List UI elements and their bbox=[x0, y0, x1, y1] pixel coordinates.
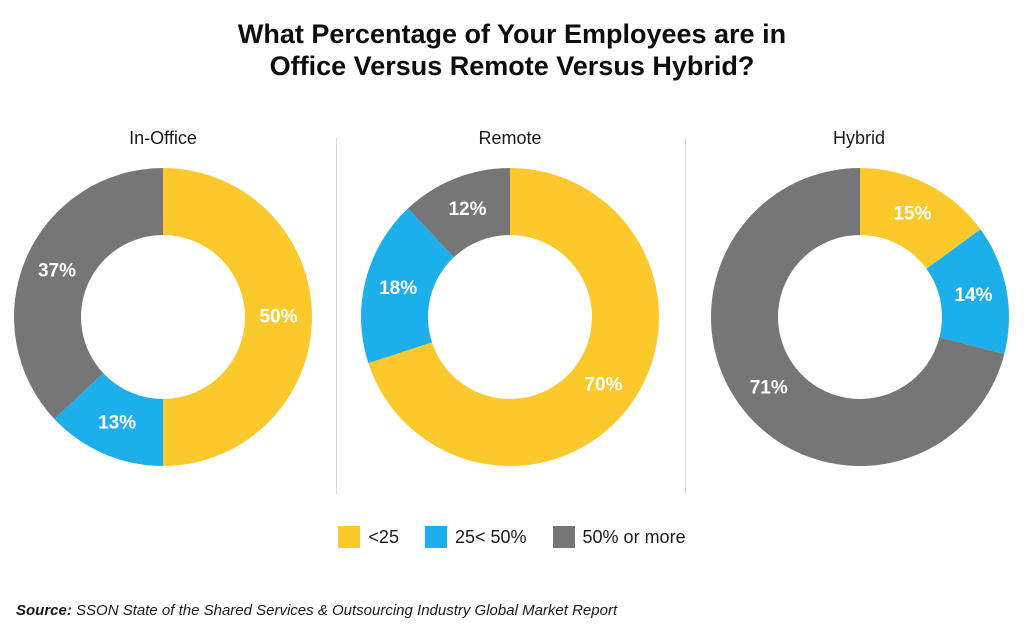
source-text: SSON State of the Shared Services & Outs… bbox=[71, 602, 618, 619]
donut-remote-label-50-plus: 12% bbox=[448, 199, 486, 220]
donut-remote-slice-50-plus bbox=[408, 168, 510, 258]
donut-in-office-label-25-50: 13% bbox=[98, 413, 136, 434]
source-note: Source: SSON State of the Shared Service… bbox=[16, 602, 617, 619]
divider-2 bbox=[685, 138, 686, 494]
chart-label-hybrid: Hybrid bbox=[832, 128, 885, 148]
legend: <25 25< 50% 50% or more bbox=[0, 526, 1024, 548]
donut-remote-label-lt25: 70% bbox=[584, 374, 622, 395]
chart-label-in-office: In-Office bbox=[129, 128, 197, 148]
chart-label-remote: Remote bbox=[478, 128, 542, 148]
donut-hybrid-slice-25-50 bbox=[926, 229, 1009, 355]
legend-swatch-lt25 bbox=[338, 526, 361, 548]
donut-remote-slice-25-50 bbox=[360, 208, 454, 364]
source-prefix: Source: bbox=[16, 602, 72, 619]
legend-item-lt25: <25 bbox=[338, 526, 399, 548]
legend-label-lt25: <25 bbox=[368, 526, 399, 547]
legend-swatch-25-50 bbox=[424, 526, 447, 548]
donut-in-office-slice-lt25 bbox=[163, 168, 312, 466]
chart-title-line-1: What Percentage of Your Employees are in bbox=[237, 19, 787, 49]
divider-1 bbox=[336, 138, 337, 494]
legend-item-50-plus: 50% or more bbox=[552, 526, 686, 548]
donut-in-office-label-lt25: 50% bbox=[259, 307, 297, 328]
legend-swatch-50-plus bbox=[552, 526, 575, 548]
legend-label-25-50: 25< 50% bbox=[454, 526, 527, 547]
donut-in-office-label-50-plus: 37% bbox=[38, 261, 76, 282]
chart-title-line-2: Office Versus Remote Versus Hybrid? bbox=[269, 51, 755, 81]
donut-remote-slice-lt25 bbox=[368, 168, 659, 466]
donut-hybrid-slice-lt25 bbox=[860, 168, 981, 269]
donut-in-office-slice-50-plus bbox=[13, 168, 163, 419]
chart-title: What Percentage of Your Employees are in… bbox=[0, 18, 1024, 82]
donut-hybrid-label-lt25: 15% bbox=[893, 204, 931, 225]
legend-label-50-plus: 50% or more bbox=[582, 526, 686, 547]
donut-remote-label-25-50: 18% bbox=[379, 278, 417, 299]
donut-hybrid-label-50-plus: 71% bbox=[750, 377, 788, 398]
donut-in-office-slice-25-50 bbox=[54, 373, 163, 466]
donut-hybrid-slice-50-plus bbox=[710, 168, 1005, 466]
legend-item-25-50: 25< 50% bbox=[424, 526, 527, 548]
donut-hybrid-label-25-50: 14% bbox=[954, 285, 992, 306]
